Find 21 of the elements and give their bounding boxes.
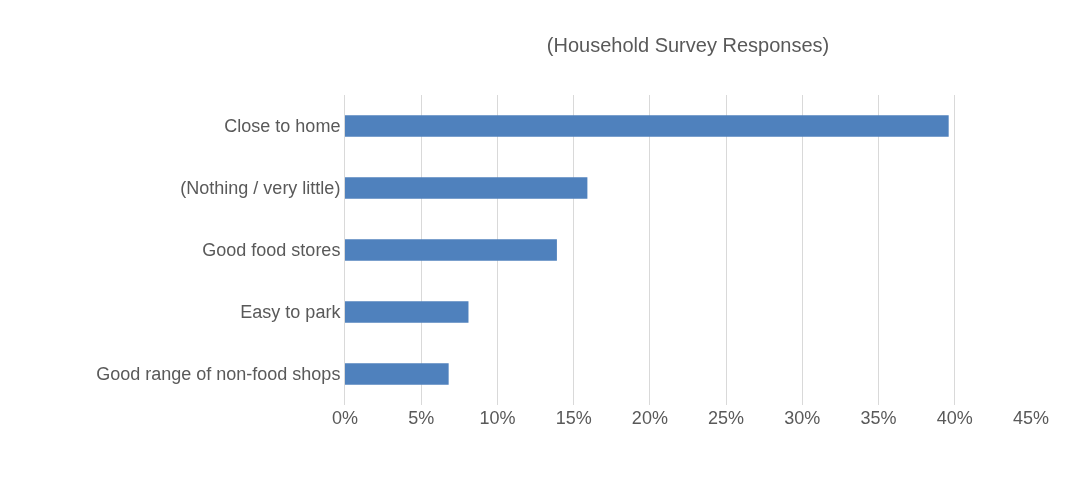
x-tick-label: 20% (631, 408, 668, 428)
bar (345, 301, 469, 323)
bar (345, 363, 449, 385)
y-tick-label: Easy to park (240, 302, 342, 323)
y-tick-label: (Nothing / very little) (180, 178, 341, 199)
x-tick-label: 40% (936, 408, 973, 428)
x-tick-label: 25% (708, 408, 745, 428)
y-tick-label: Close to home (224, 116, 341, 137)
x-tick-label: 5% (408, 408, 435, 428)
x-tick-label: 15% (555, 408, 592, 428)
x-tick-label: 0% (331, 408, 359, 428)
y-tick-label: Good range of non-food shops (96, 364, 341, 385)
bar (345, 177, 588, 199)
y-tick-label: Good food stores (202, 240, 341, 261)
chart-title: (Household Survey Responses) (546, 34, 830, 57)
bar (345, 115, 949, 137)
x-tick-label: 10% (479, 408, 516, 428)
x-tick-label: 35% (860, 408, 897, 428)
bar (345, 239, 557, 261)
x-tick-label: 30% (784, 408, 821, 428)
x-tick-label: 45% (1012, 408, 1050, 428)
